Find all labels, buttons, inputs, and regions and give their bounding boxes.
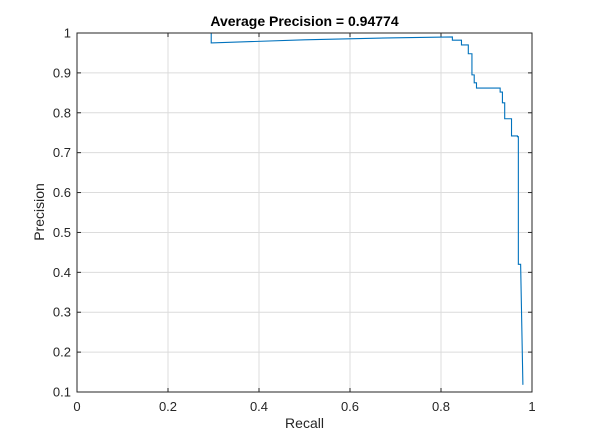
y-axis-label: Precision — [31, 183, 47, 241]
ticks: 0 0.2 0.4 0.6 0.8 1 0.1 0.2 0.3 0.4 0.5 0.6 0.7 0.8 0.… — [53, 26, 536, 415]
x-axis-label: Recall — [285, 415, 324, 431]
y-tick-label: 0.7 — [53, 145, 71, 160]
x-tick-label: 1 — [528, 399, 535, 414]
y-tick-label: 0.1 — [53, 385, 71, 400]
series-line-0 — [77, 32, 524, 385]
x-tick-label: 0.6 — [341, 399, 359, 414]
x-tick-label: 0 — [73, 399, 80, 414]
y-tick-label: 0.2 — [53, 345, 71, 360]
y-tick-label: 0.5 — [53, 225, 71, 240]
y-tick-label: 0.8 — [53, 105, 71, 120]
y-tick-label: 0.3 — [53, 305, 71, 320]
y-tick-label: 0.6 — [53, 185, 71, 200]
x-tick-label: 0.2 — [159, 399, 177, 414]
axes-frame — [76, 32, 533, 393]
x-tick-label: 0.4 — [250, 399, 268, 414]
y-tick-label: 1 — [64, 26, 71, 41]
y-tick-label: 0.9 — [53, 65, 71, 80]
x-tick-label: 0.8 — [432, 399, 450, 414]
chart-title: Average Precision = 0.94774 — [210, 13, 398, 29]
y-tick-label: 0.4 — [53, 265, 71, 280]
plot-area — [77, 32, 524, 385]
axes-background — [76, 32, 533, 393]
